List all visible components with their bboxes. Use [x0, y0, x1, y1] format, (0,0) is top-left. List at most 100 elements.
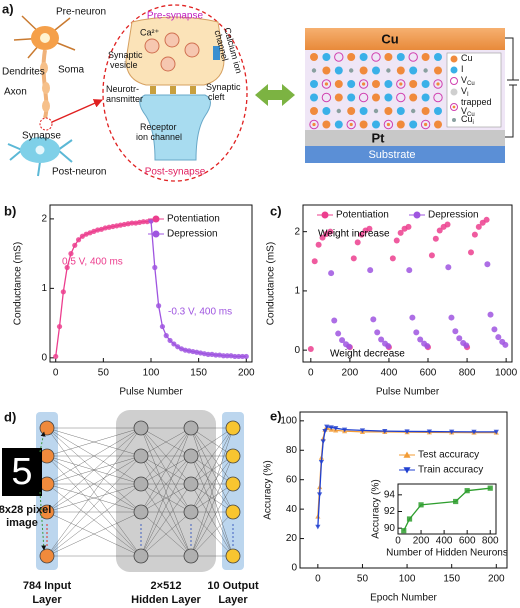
legend-label: Test accuracy — [418, 450, 479, 461]
cu-ion — [359, 66, 368, 75]
edge — [190, 427, 234, 457]
tspan: image — [6, 517, 38, 529]
marker — [163, 333, 169, 339]
marker — [358, 231, 365, 238]
label: Soma — [58, 65, 85, 76]
hidden-layer — [116, 410, 216, 572]
i-ion — [434, 107, 442, 115]
vesicle — [164, 32, 180, 48]
i-ion — [384, 80, 393, 88]
tspan: Receptor — [140, 122, 177, 132]
post-terminal — [139, 94, 211, 161]
y-tick-label: 92 — [384, 506, 396, 517]
marker — [495, 334, 502, 341]
marker — [382, 429, 388, 434]
marker — [385, 343, 392, 350]
y-tick-label: 2 — [294, 226, 300, 237]
x-tick-label: 100 — [143, 368, 160, 379]
marker — [350, 255, 357, 262]
layer-label: 10 Output Layer — [207, 580, 259, 606]
marker — [167, 337, 173, 344]
edge — [46, 455, 142, 557]
cu-ion — [434, 120, 442, 129]
pt-layer — [305, 130, 505, 146]
marker — [487, 311, 494, 318]
marker — [453, 498, 459, 505]
edge — [190, 483, 234, 513]
legend-label: VCu — [461, 75, 475, 86]
zoom-arrow — [51, 99, 103, 123]
edge — [140, 427, 192, 513]
interstitial — [336, 108, 341, 114]
marker — [220, 353, 227, 359]
y-tick-label: 90 — [384, 523, 396, 534]
marker — [68, 251, 74, 257]
cu-ion — [322, 120, 331, 129]
x-tick-label: 200 — [488, 574, 505, 585]
cu-ion — [347, 107, 356, 115]
trapped-dot — [436, 82, 440, 86]
x-axis-label: Pulse Number — [376, 387, 440, 398]
x-tick-label: 0 — [395, 536, 401, 547]
marker — [156, 303, 162, 309]
post-dendrites — [7, 139, 73, 177]
trapped-vacancy — [383, 119, 394, 130]
i-ion — [334, 66, 343, 75]
synapse-marker — [39, 117, 53, 131]
label: Receptor ion channel — [136, 122, 182, 142]
i-ion — [347, 93, 356, 102]
x-tick-label: 800 — [459, 368, 476, 379]
x-tick-label: 150 — [190, 368, 207, 379]
marker — [448, 314, 455, 321]
tspan: vesicle — [110, 60, 138, 70]
vacancy — [396, 92, 406, 103]
trapped-vacancy — [309, 119, 319, 130]
edges — [46, 427, 234, 557]
x-axis-label: Epoch Number — [370, 593, 437, 604]
marker — [405, 223, 412, 230]
marker — [239, 353, 246, 360]
legend-sub: i — [473, 120, 474, 126]
edge — [140, 427, 192, 457]
layer-label: 784 Input Layer — [23, 580, 72, 606]
marker — [444, 221, 451, 228]
neuron-node — [133, 448, 149, 464]
vacancy — [408, 52, 418, 62]
marker — [317, 492, 323, 498]
marker — [445, 264, 452, 271]
legend-label: I — [461, 64, 464, 74]
neuron-node — [39, 420, 55, 436]
i-ion — [421, 93, 430, 102]
edge — [190, 455, 234, 513]
marker — [397, 229, 404, 236]
vacancy — [433, 92, 443, 103]
edge — [46, 483, 142, 513]
marker — [432, 235, 439, 242]
myelin — [42, 100, 50, 112]
pre-terminal — [125, 16, 225, 86]
neuron-node — [225, 548, 241, 564]
edge — [46, 511, 142, 557]
neuron-node — [183, 476, 199, 492]
cu-ion — [334, 80, 343, 88]
plot-frame — [49, 204, 253, 363]
marker — [75, 237, 82, 243]
marker — [171, 341, 177, 347]
edge — [46, 455, 142, 513]
legend-sub: I — [467, 92, 469, 98]
marker — [324, 424, 330, 430]
vesicle — [144, 38, 160, 54]
cu-ion — [310, 53, 318, 61]
label: Dendrites — [2, 67, 45, 78]
marker — [315, 524, 321, 530]
panel-label: e) — [270, 408, 282, 423]
x-tick-label: 200 — [342, 368, 359, 379]
marker — [342, 427, 348, 433]
marker — [331, 317, 338, 324]
receptor — [150, 86, 156, 94]
x-tick-label: 0 — [308, 368, 314, 379]
y-tick-label: 40 — [286, 504, 298, 515]
edge — [140, 427, 192, 485]
